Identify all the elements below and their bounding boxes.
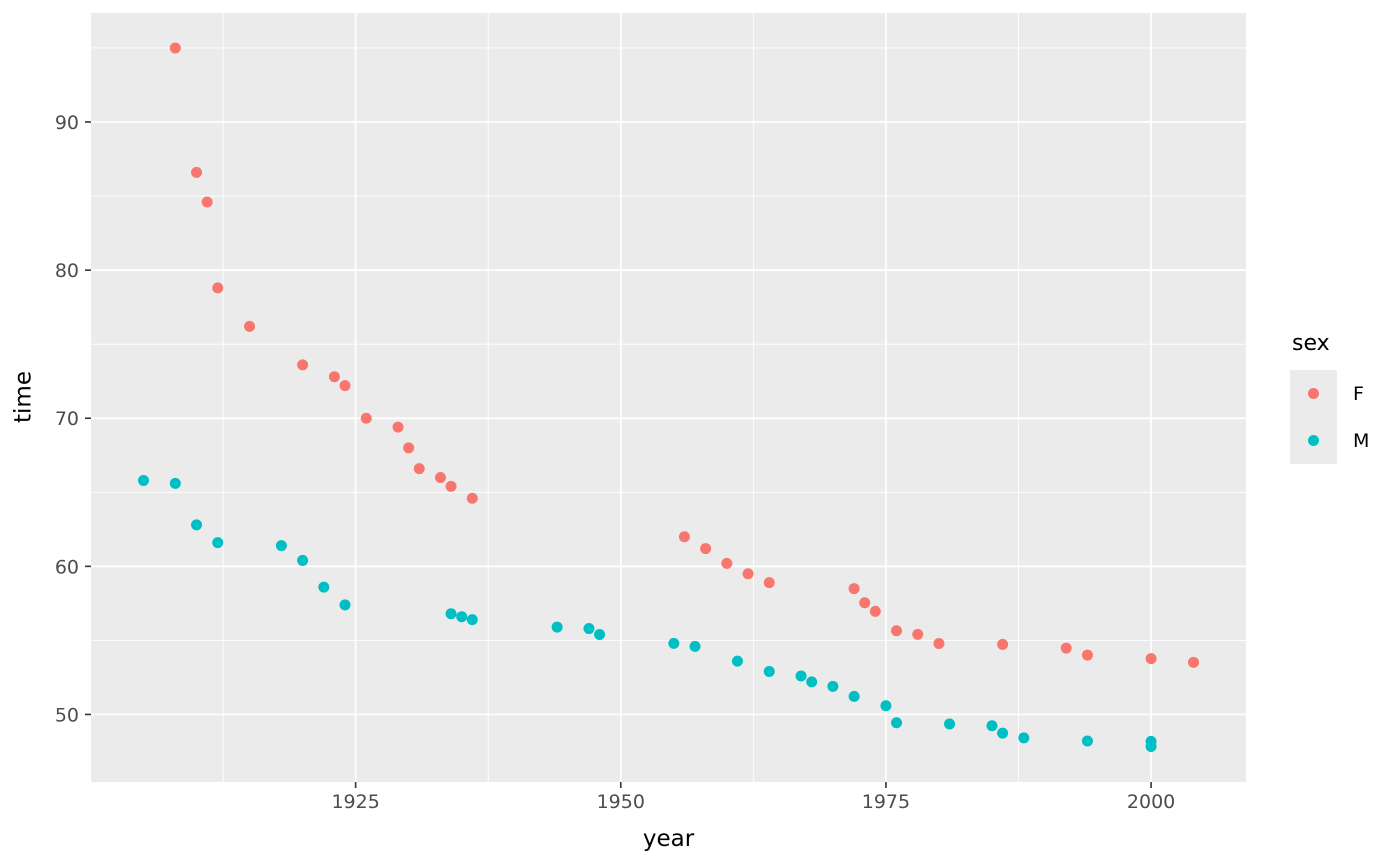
data-point-M [551,621,563,633]
data-point-F [297,359,309,371]
data-point-M [1081,735,1093,747]
data-point-M [169,477,181,489]
data-point-F [678,531,690,543]
data-point-F [339,380,351,392]
legend-dot-icon [1308,435,1319,447]
data-point-M [445,608,457,620]
data-point-M [997,727,1009,739]
data-point-F [466,492,478,504]
data-point-M [668,637,680,649]
data-point-M [191,519,203,531]
legend-item-M: M [1290,417,1370,465]
data-point-F [244,320,256,332]
data-point-F [1188,656,1199,668]
data-point-F [201,196,213,208]
data-point-M [795,670,807,682]
data-point-M [944,718,956,730]
data-point-M [466,614,478,626]
data-point-M [318,581,330,593]
data-point-M [1145,740,1157,752]
x-tick-label: 1975 [862,791,910,813]
y-tick-label: 70 [55,408,79,430]
data-point-M [986,720,998,732]
data-point-M [297,554,309,566]
data-point-M [731,655,743,667]
data-point-F [848,583,860,595]
data-point-M [848,690,860,702]
data-point-M [1018,732,1030,744]
x-tick-label: 1950 [597,791,645,813]
x-axis-title: year [642,826,695,852]
legend-dot-icon [1308,388,1319,400]
y-tick-label: 80 [55,260,79,282]
data-point-M [138,474,149,486]
legend-item-F: F [1290,370,1369,418]
legend-key-M [1290,417,1337,465]
plot-panel [91,13,1246,782]
data-point-F [742,568,754,580]
data-point-M [339,599,351,611]
y-tick-label: 60 [55,556,79,578]
data-point-F [413,463,425,475]
data-point-M [806,676,818,688]
data-point-M [880,700,892,712]
y-axis-title: time [10,371,37,423]
data-point-M [891,717,903,729]
data-point-F [763,577,775,589]
data-point-F [1060,642,1072,654]
x-tick-label: 1925 [331,791,379,813]
data-point-F [403,442,415,454]
data-point-F [997,638,1009,650]
data-point-M [275,540,287,552]
data-point-F [392,421,404,433]
data-point-F [445,480,457,492]
data-point-F [933,638,945,650]
data-point-M [212,537,224,549]
y-tick-label: 90 [55,112,79,134]
data-point-F [360,412,372,424]
data-point-M [689,640,701,652]
data-point-M [763,666,775,678]
y-tick-label: 50 [55,704,79,726]
data-point-F [1145,653,1157,665]
legend-label-F: F [1353,382,1364,405]
data-point-F [169,42,181,54]
legend-label-M: M [1353,429,1370,452]
data-point-F [328,371,340,383]
data-point-M [583,623,595,635]
data-point-F [700,543,712,555]
data-point-F [859,597,871,609]
legend-key-F [1290,370,1337,418]
data-point-M [456,611,468,623]
data-point-M [827,680,839,692]
data-point-F [1081,649,1093,661]
legend-title: sex [1292,331,1330,356]
data-point-F [434,471,446,483]
data-point-M [594,628,606,640]
data-point-F [191,166,203,178]
data-point-F [721,557,733,569]
data-point-F [212,282,224,294]
x-tick-label: 2000 [1127,791,1175,813]
data-point-F [869,605,881,617]
data-point-F [912,628,924,640]
data-point-F [891,625,903,637]
